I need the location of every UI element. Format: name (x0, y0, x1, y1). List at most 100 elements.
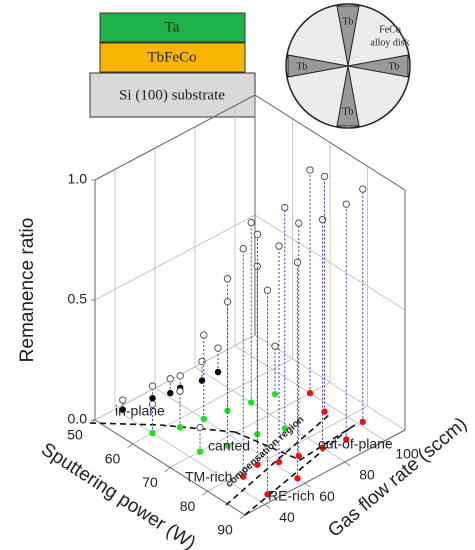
floor-point (214, 368, 222, 376)
data-point (295, 219, 303, 227)
grid-line (132, 358, 293, 445)
data-point (275, 242, 283, 250)
series-label: in-plane (115, 403, 165, 419)
floor-point (200, 415, 207, 423)
annotation: RE-rich (268, 488, 315, 504)
data-point (176, 387, 184, 395)
layer-label: Ta (165, 19, 180, 35)
tick-mark (202, 490, 208, 496)
floor-point (306, 389, 314, 397)
floor-point (224, 442, 231, 449)
tick-mark (384, 440, 391, 445)
z-axis-title: Remanence ratio (17, 218, 38, 363)
tick-mark (127, 443, 133, 449)
floor-point (248, 399, 255, 406)
data-point (359, 185, 367, 193)
data-point (271, 342, 279, 350)
layer-stack: Ta TbFeCo Si (100) substrate (89, 12, 256, 118)
y-axis-title: Gas flow rate (sccm) (324, 414, 471, 542)
tb-label: Tb (342, 106, 353, 117)
floor-point (359, 418, 366, 426)
floor-point (167, 389, 174, 397)
region-boundary (225, 413, 331, 506)
data-point (263, 286, 272, 295)
floor-point (294, 475, 301, 482)
data-point (176, 372, 184, 380)
tb-wedge (347, 54, 409, 78)
data-point (148, 382, 157, 390)
tb-label: Tb (342, 16, 353, 27)
grid-line (254, 214, 406, 311)
tick-mark (239, 514, 246, 520)
tb-wedge (336, 5, 360, 67)
series-label: canted (208, 438, 250, 454)
data-point (223, 275, 232, 283)
data-point (239, 244, 247, 253)
floor-point (240, 473, 247, 480)
region-boundary (89, 422, 236, 433)
box-edge (244, 429, 406, 516)
data-point (198, 357, 206, 366)
annotation: TM-rich (185, 469, 232, 485)
layer-tbfeco (99, 42, 246, 73)
disk-label: FeCo (379, 24, 401, 35)
floor-point (254, 431, 261, 438)
x-tick-label: 60 (105, 450, 121, 466)
floor-point (176, 424, 184, 431)
data-point (214, 344, 222, 352)
z-tick-label: 0.0 (68, 411, 88, 427)
data-point (306, 166, 314, 174)
y-tick-label: 80 (359, 467, 375, 483)
box-edge (254, 94, 406, 191)
tick-mark (164, 467, 171, 472)
tb-wedge (287, 54, 349, 78)
data-point (293, 258, 302, 267)
floor-point (149, 429, 156, 437)
grid-line (207, 405, 368, 492)
floor-point (295, 452, 302, 460)
floor-point (264, 491, 271, 498)
tick-mark (304, 482, 311, 488)
series-label: out-of-plane (318, 436, 393, 452)
disk-label: alloy disk (370, 37, 409, 48)
z-tick-label: 1.0 (68, 171, 88, 187)
layer-label: Si (100) substrate (119, 87, 225, 103)
floor-point (321, 408, 328, 415)
data-point (281, 203, 289, 212)
plot: 0.0 0.5 1.0 50 60 70 80 90 40 60 80 100 Remanence ra… (17, 94, 471, 550)
grid-line (169, 382, 331, 468)
data-point (320, 172, 329, 181)
layer-ta (99, 12, 246, 43)
floor-point (319, 444, 326, 451)
floor-point (343, 436, 350, 443)
data-point (253, 230, 262, 238)
data-point (148, 400, 157, 409)
grid-line (254, 334, 406, 431)
tick-mark (344, 461, 351, 467)
layer-label: TbFeCo (147, 49, 196, 65)
region-boundary (234, 424, 356, 461)
grid-line (154, 387, 306, 484)
data-point (247, 218, 255, 227)
data-point (200, 331, 208, 339)
floor-point (196, 448, 204, 455)
tb-label: Tb (388, 61, 399, 72)
grid-line (94, 214, 256, 301)
floor-point (281, 425, 288, 432)
data-point (119, 396, 127, 404)
y-tick-label: 60 (319, 488, 335, 504)
floor-point (254, 461, 261, 468)
y-tick-label: 40 (279, 509, 295, 525)
x-tick-label: 80 (180, 498, 196, 514)
box-edge (94, 94, 256, 181)
data-point (342, 200, 350, 208)
region-boundary (244, 427, 351, 516)
y-tick-label: 100 (395, 445, 419, 461)
x-tick-label: 70 (142, 474, 158, 490)
x-tick-label: 90 (217, 522, 233, 538)
tick-mark (264, 504, 271, 509)
data-point (166, 375, 174, 383)
floor-point (149, 394, 156, 402)
tb-wedge (336, 65, 360, 127)
